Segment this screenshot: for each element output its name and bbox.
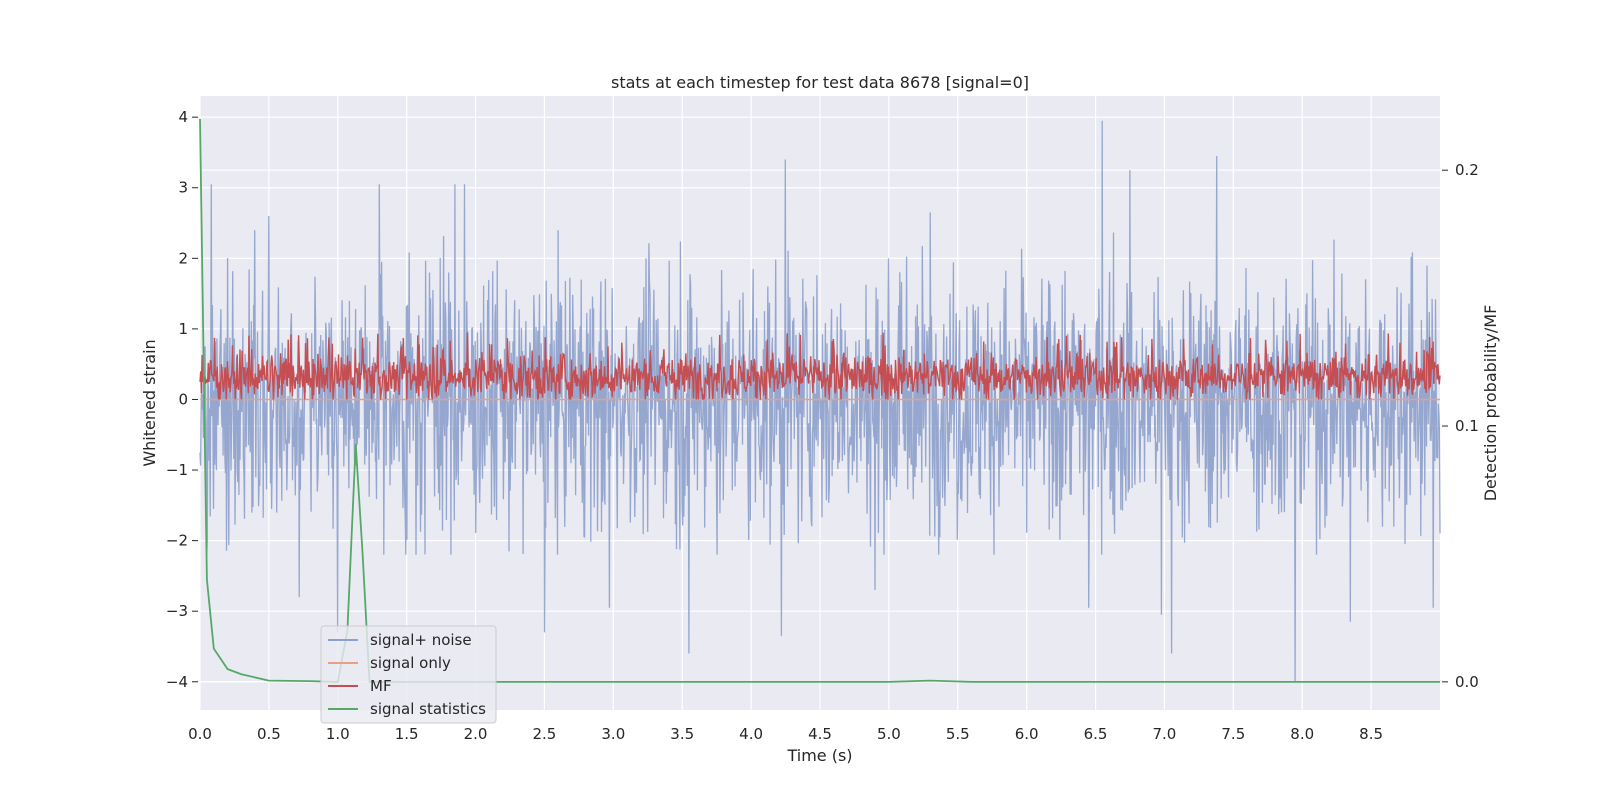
y-tick-label: 0 [178, 390, 188, 408]
x-tick-label: 1.5 [395, 725, 419, 743]
x-tick-label: 2.0 [464, 725, 488, 743]
x-tick-label: 7.5 [1221, 725, 1245, 743]
legend-label-mf: MF [370, 677, 392, 695]
x-tick-label: 4.5 [808, 725, 832, 743]
mf-layer [199, 332, 1441, 400]
y-tick-label: 3 [178, 179, 188, 197]
x-tick-label: 3.5 [670, 725, 694, 743]
signal-statistics-layer [199, 118, 1440, 683]
x-axis-ticks: 0.0 0.5 1.0 1.5 2.0 2.5 3.0 3.5 4.0 4.5 5.0 5.5 6.0 6… [188, 725, 1383, 743]
y-axis-ticks: −4 −3 −2 −1 0 1 2 3 4 [166, 108, 198, 691]
x-tick-label: 5.5 [946, 725, 970, 743]
x-tick-label: 0.0 [188, 725, 212, 743]
x-tick-label: 0.5 [257, 725, 281, 743]
legend-label-signal-only: signal only [370, 654, 451, 672]
x-tick-label: 4.0 [739, 725, 763, 743]
x-tick-label: 6.5 [1084, 725, 1108, 743]
chart-title: stats at each timestep for test data 867… [611, 73, 1029, 92]
signal-noise-layer [199, 120, 1441, 682]
legend-label-signal-statistics: signal statistics [370, 700, 486, 718]
x-axis-label: Time (s) [786, 746, 852, 765]
y-tick-label: −3 [166, 602, 188, 620]
y-axis-label: Whitened strain [140, 339, 159, 466]
y-tick-label: 2 [178, 249, 188, 267]
x-tick-label: 1.0 [326, 725, 350, 743]
x-tick-label: 6.0 [1015, 725, 1039, 743]
legend: signal+ noise signal only MF signal stat… [320, 625, 497, 724]
x-tick-label: 2.5 [533, 725, 557, 743]
x-tick-label: 7.0 [1153, 725, 1177, 743]
legend-box [320, 625, 497, 724]
signal-statistics-line [199, 118, 1440, 683]
y2-axis-ticks: 0.0 0.1 0.2 [1442, 161, 1479, 691]
y2-tick-label: 0.2 [1455, 161, 1479, 179]
x-tick-label: 8.0 [1290, 725, 1314, 743]
y-tick-label: −2 [166, 532, 188, 550]
y-tick-label: −4 [166, 673, 188, 691]
y-tick-label: 1 [178, 320, 188, 338]
x-tick-label: 8.5 [1359, 725, 1383, 743]
legend-label-signal-noise: signal+ noise [370, 631, 472, 649]
x-tick-label: 3.0 [601, 725, 625, 743]
y2-tick-label: 0.0 [1455, 673, 1479, 691]
x-tick-label: 5.0 [877, 725, 901, 743]
y-tick-label: −1 [166, 461, 188, 479]
mf-line [199, 332, 1441, 400]
y-tick-label: 4 [178, 108, 188, 126]
y2-axis-label: Detection probability/MF [1481, 305, 1500, 502]
signal-noise-line [199, 120, 1441, 682]
y2-tick-label: 0.1 [1455, 417, 1479, 435]
